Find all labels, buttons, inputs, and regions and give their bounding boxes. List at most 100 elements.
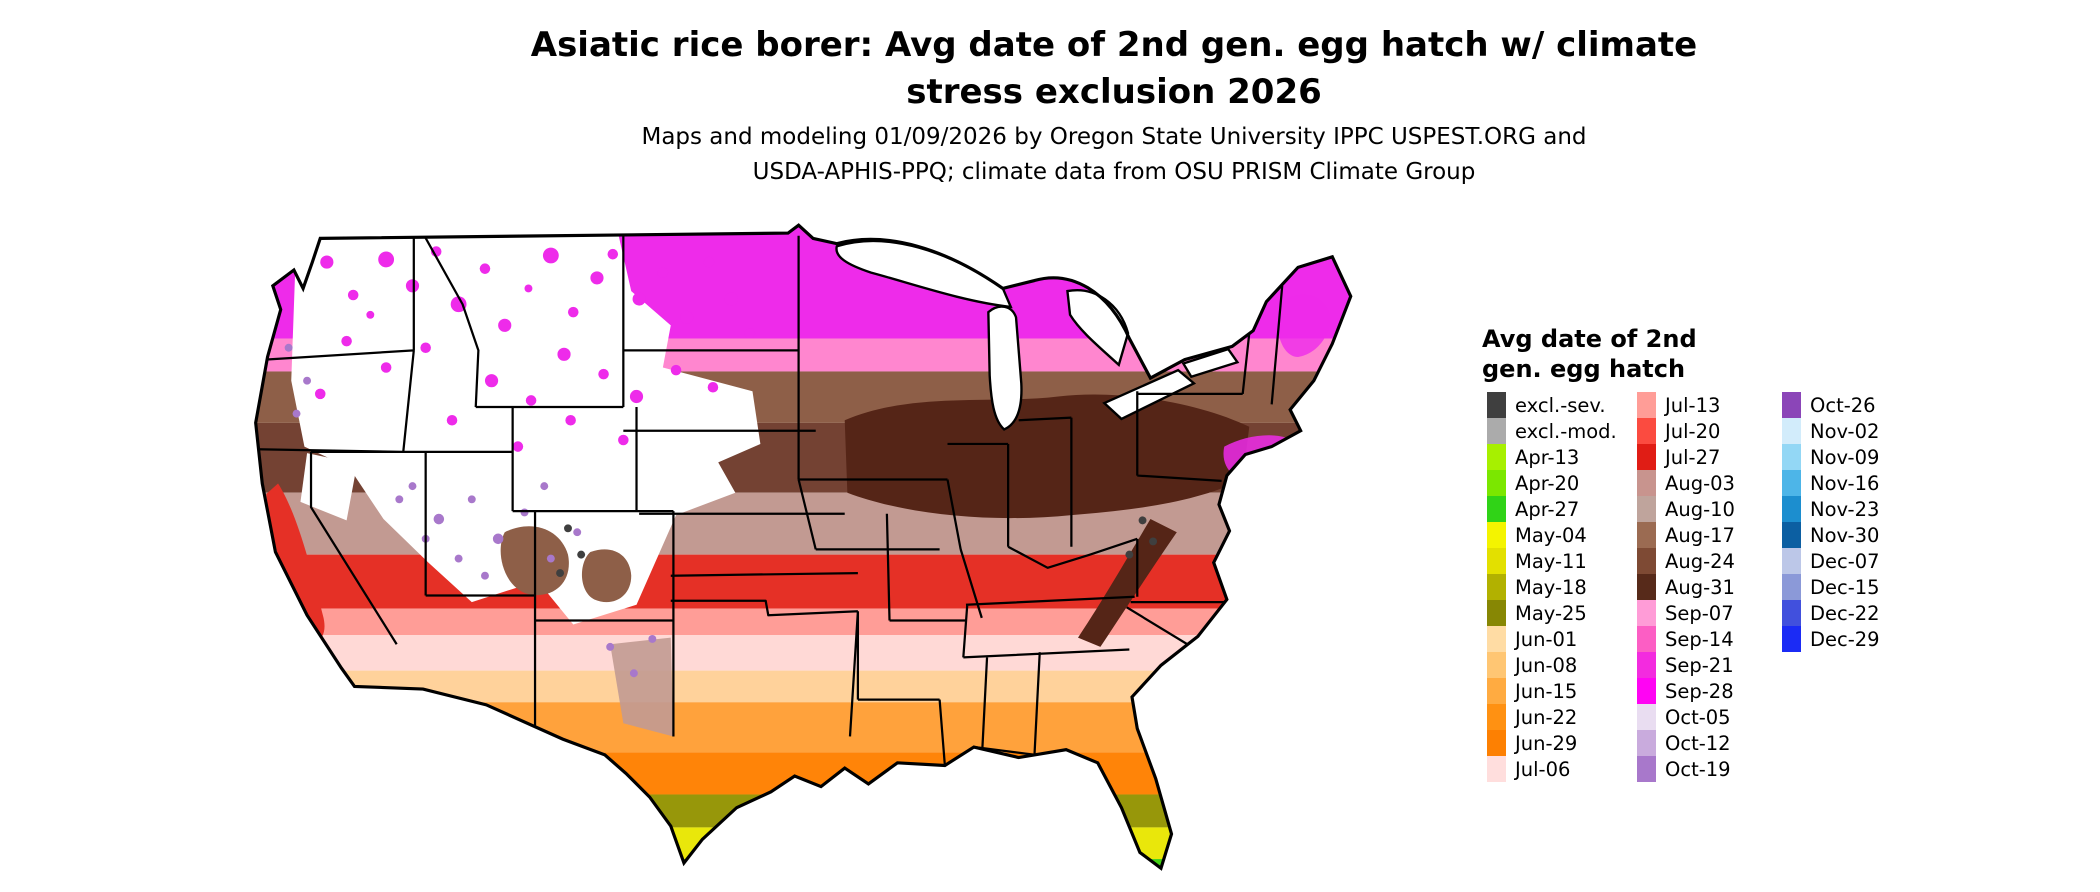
map-mountain-brown-2 (581, 549, 632, 603)
map-new-england-magenta (1223, 435, 1300, 482)
legend-label: Nov-16 (1810, 471, 1880, 495)
legend-label: Apr-13 (1515, 445, 1580, 469)
map-speckle (347, 289, 359, 301)
legend-label: Jul-06 (1515, 757, 1571, 781)
map-speckle (577, 550, 586, 559)
legend-column-2: Jul-13 Jul-20 Jul-27 Aug-03 Aug-10 Aug-17 Aug-… (1637, 392, 1735, 782)
legend-swatch (1487, 704, 1506, 730)
map-speckle (320, 255, 334, 269)
legend-item: Sep-07 (1637, 600, 1735, 626)
legend-item: Apr-27 (1487, 496, 1617, 522)
legend-label: Jun-01 (1515, 627, 1578, 651)
legend-item: Aug-03 (1637, 470, 1735, 496)
legend-item: Sep-28 (1637, 678, 1735, 704)
map-speckle (629, 669, 638, 678)
map-speckle (408, 482, 417, 491)
map-speckle (632, 292, 646, 306)
legend-label: Jul-13 (1665, 393, 1721, 417)
legend-item: May-25 (1487, 600, 1617, 626)
map-speckle (366, 310, 375, 319)
map-subtitle-line2: USDA-APHIS-PPQ; climate data from OSU PR… (752, 158, 1476, 185)
legend-swatch (1487, 522, 1506, 548)
map-speckle (284, 343, 293, 352)
map-band-Jul-06 (255, 635, 1351, 671)
legend-swatch (1487, 652, 1506, 678)
map-speckle (1149, 537, 1158, 546)
legend-label: Dec-15 (1810, 575, 1880, 599)
legend-item: Jul-06 (1487, 756, 1617, 782)
legend-label: Jul-20 (1665, 419, 1721, 443)
legend-swatch (1637, 392, 1656, 418)
legend-swatch (1637, 756, 1656, 782)
legend-item: Nov-30 (1782, 522, 1880, 548)
legend-title-line2: gen. egg hatch (1482, 355, 1686, 383)
map-speckle (303, 376, 312, 385)
legend-label: Jun-29 (1515, 731, 1578, 755)
map-speckle (420, 342, 431, 354)
map-speckle (542, 247, 559, 264)
map-speckle (520, 508, 529, 517)
legend-item: excl.-sev. (1487, 392, 1617, 418)
legend-column-1: excl.-sev. excl.-mod. Apr-13 Apr-20 Apr-27 Ma… (1487, 392, 1617, 782)
map-speckle (492, 533, 504, 545)
legend-label: May-18 (1515, 575, 1587, 599)
legend-label: Dec-22 (1810, 601, 1880, 625)
map-subtitle: Maps and modeling 01/09/2026 by Oregon S… (114, 120, 2100, 189)
legend-swatch (1487, 418, 1506, 444)
legend-item: Aug-17 (1637, 522, 1735, 548)
legend-swatch (1782, 418, 1801, 444)
legend-label: Aug-31 (1665, 575, 1735, 599)
map-west-texas-rosy (610, 637, 674, 737)
legend-item: Oct-26 (1782, 392, 1880, 418)
legend-swatch (1637, 418, 1656, 444)
legend-label: Apr-20 (1515, 471, 1580, 495)
map-speckle (292, 409, 301, 418)
map-speckle (484, 374, 499, 388)
legend-label: Dec-29 (1810, 627, 1880, 651)
legend-swatch (1782, 574, 1801, 600)
map-excluded-white-region (291, 233, 761, 625)
legend-label: Oct-05 (1665, 705, 1731, 729)
legend-swatch (1487, 678, 1506, 704)
map-band-Jun-01 (255, 670, 1351, 703)
map-speckle (606, 642, 615, 651)
legend-item: Jun-22 (1487, 704, 1617, 730)
map-speckle (378, 251, 395, 268)
legend-item: Jun-29 (1487, 730, 1617, 756)
map-speckle (450, 296, 467, 313)
legend-swatch (1637, 522, 1656, 548)
map-speckle (565, 414, 576, 426)
map-speckle (590, 271, 604, 285)
legend-label: Sep-14 (1665, 627, 1734, 651)
legend-label: Aug-17 (1665, 523, 1735, 547)
map-speckle (525, 395, 537, 406)
map-subtitle-line1: Maps and modeling 01/09/2026 by Oregon S… (641, 124, 1587, 150)
legend-swatch (1637, 730, 1656, 756)
map-speckle (1125, 550, 1134, 559)
legend-swatch (1487, 574, 1506, 600)
legend-swatch (1782, 496, 1801, 522)
map-speckle (446, 414, 458, 426)
map-speckle (524, 284, 533, 293)
legend-item: Jun-01 (1487, 626, 1617, 652)
map-appalachian-ridge (1077, 519, 1177, 647)
legend-swatch (1487, 730, 1506, 756)
legend-label: Oct-26 (1810, 393, 1876, 417)
legend-swatch (1637, 548, 1656, 574)
map-speckle (744, 327, 756, 339)
legend-item: Dec-29 (1782, 626, 1880, 652)
legend-swatch (1637, 678, 1656, 704)
legend-label: Nov-09 (1810, 445, 1880, 469)
legend-label: Nov-23 (1810, 497, 1880, 521)
legend-swatch (1637, 600, 1656, 626)
map-speckle (670, 364, 682, 376)
legend-item: Apr-20 (1487, 470, 1617, 496)
legend-swatch (1782, 548, 1801, 574)
state-borders (256, 234, 1284, 766)
map-speckle (314, 388, 326, 400)
legend-swatch (1637, 470, 1656, 496)
legend-label: Jun-08 (1515, 653, 1578, 677)
map-speckle (557, 347, 571, 361)
map-speckle (479, 263, 491, 274)
